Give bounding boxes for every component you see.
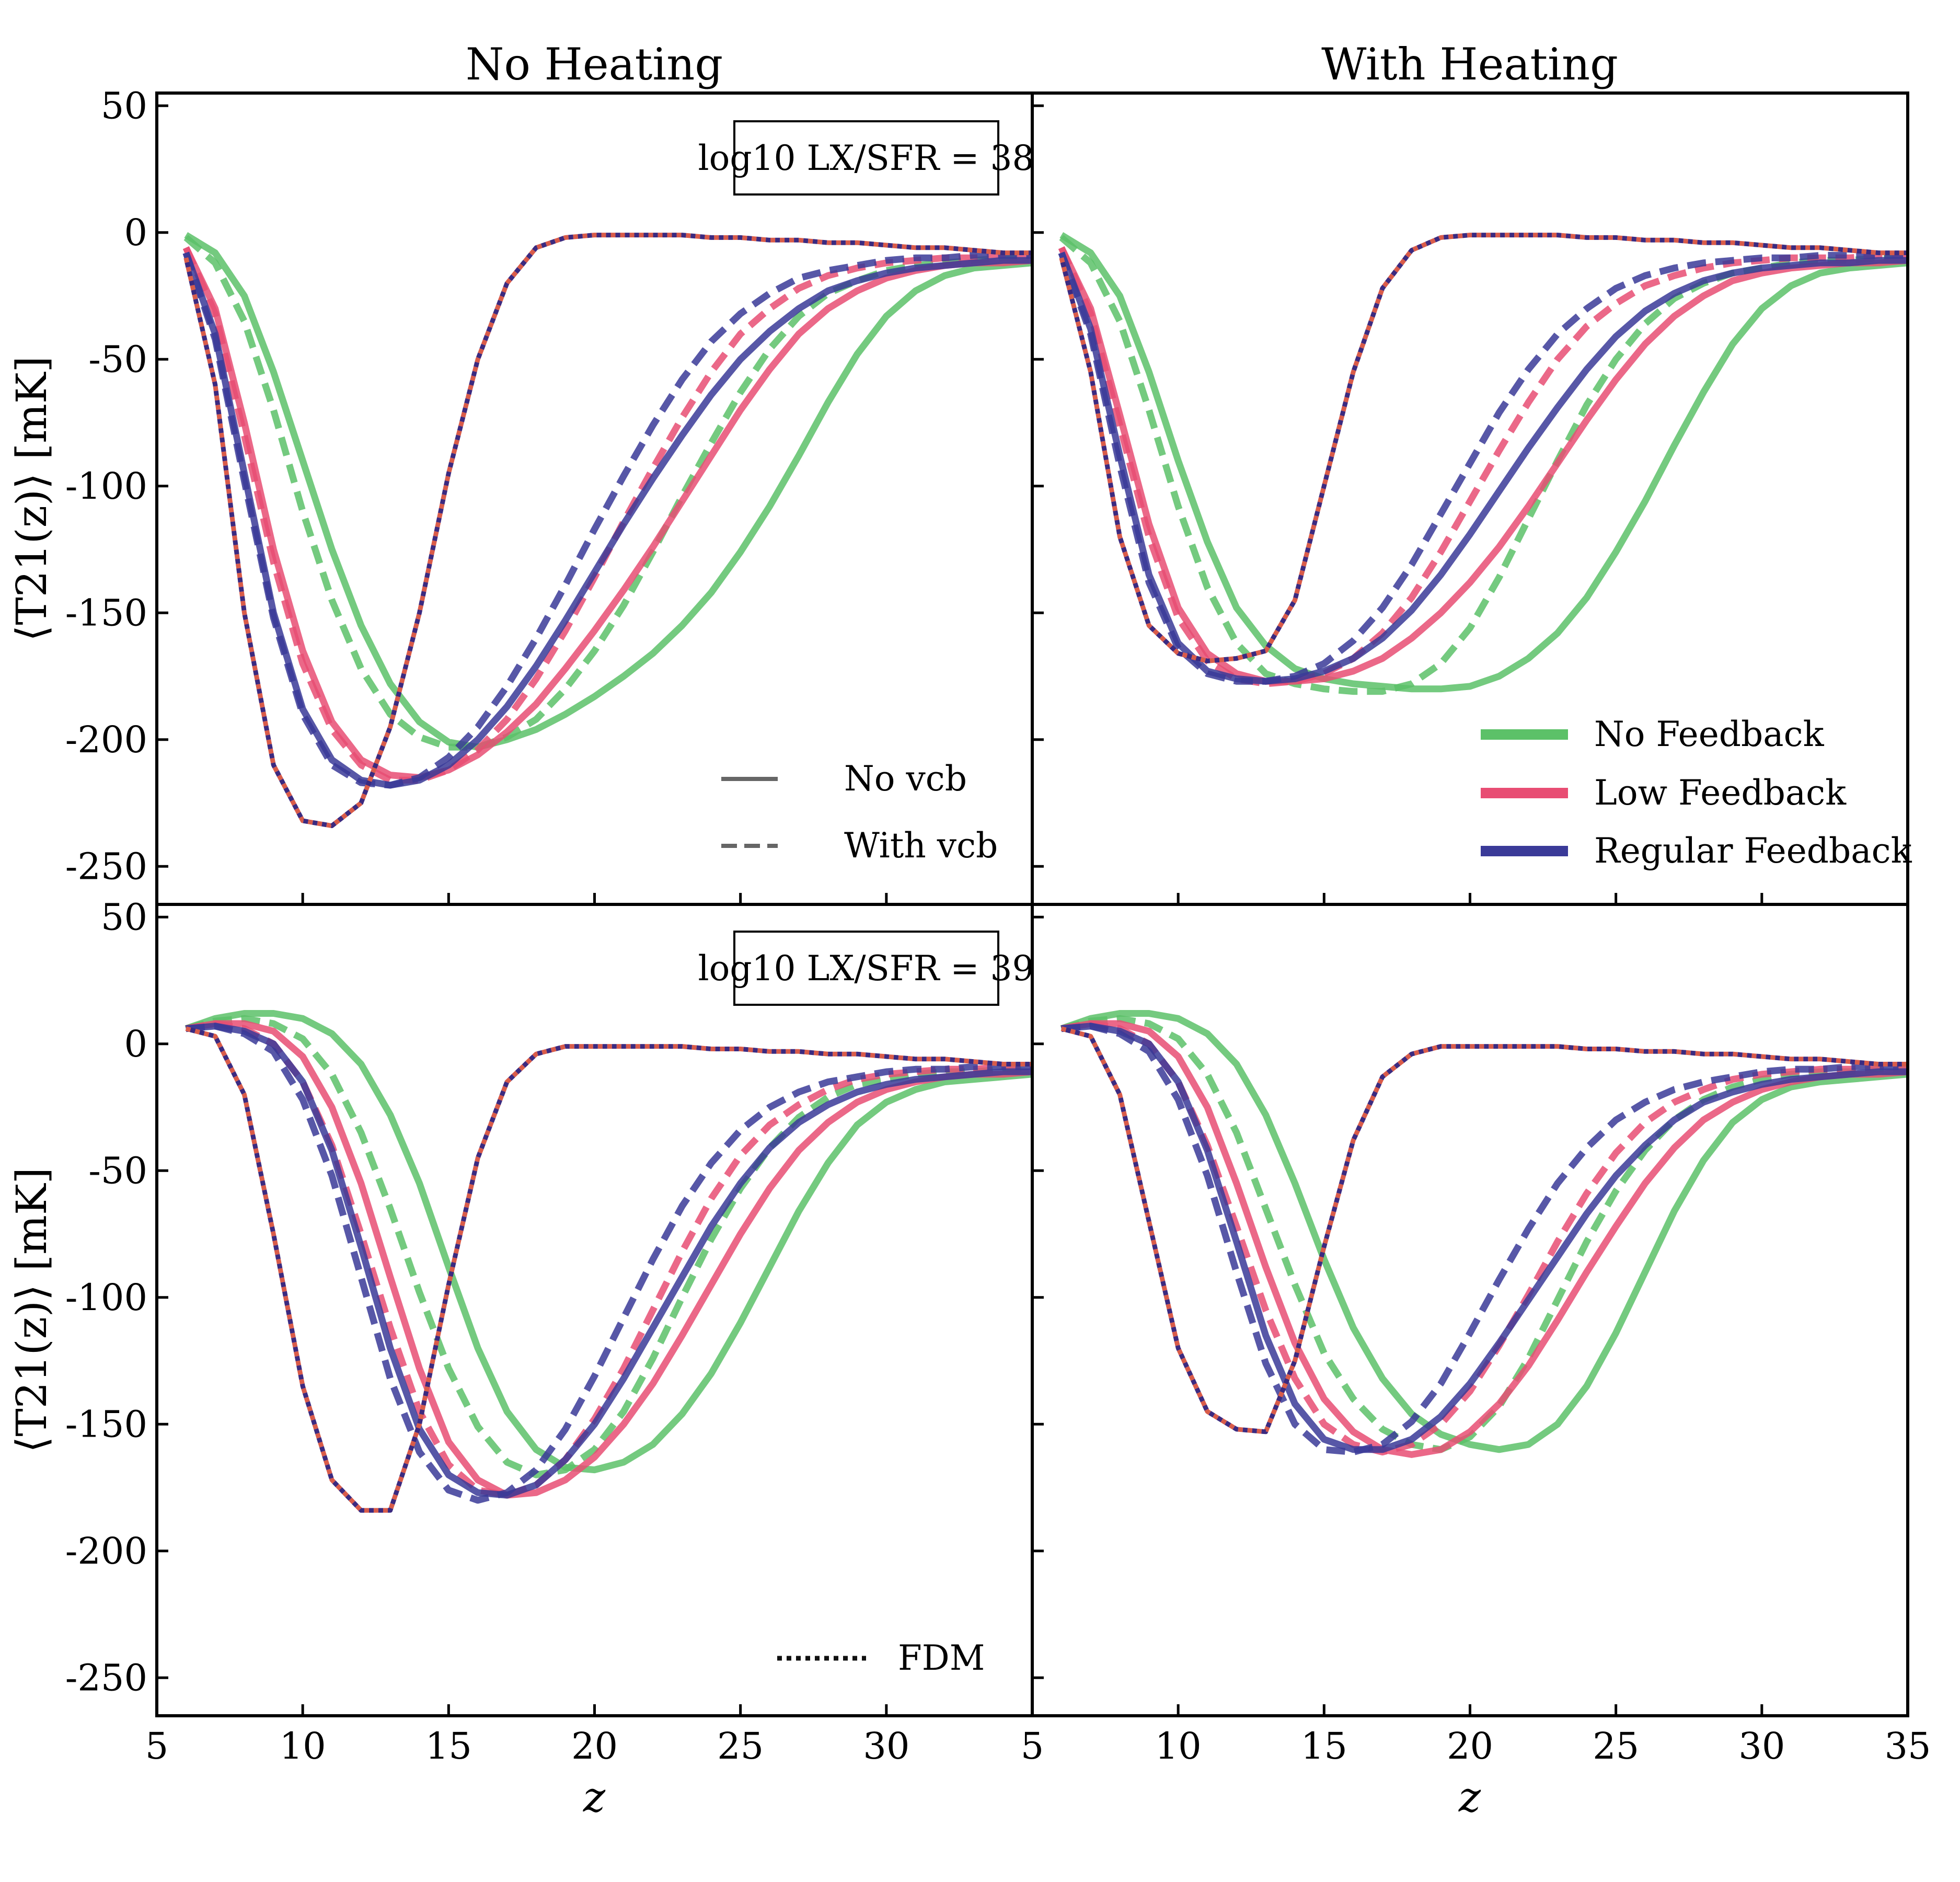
legend-feedback: No Feedback Low Feedback Regular Feedbac… xyxy=(1481,714,1912,871)
column-title-no-heating: No Heating xyxy=(466,39,723,90)
series-line-bottom-left-regular-feedback-no-vcb xyxy=(186,1023,1032,1499)
x-tick-label-bottom-right-0: 5 xyxy=(1021,1725,1044,1768)
x-tick-label-bottom-left-2: 15 xyxy=(425,1725,472,1768)
y-tick-label-top-left-4: -150 xyxy=(65,591,147,634)
y-tick-label-bottom-left-5: -200 xyxy=(65,1530,147,1573)
series-line-bottom-left-low-feedback-no-vcb xyxy=(185,1020,1032,1499)
series-line-bottom-right-no-feedback-no-vcb xyxy=(1060,1010,1908,1453)
x-axis-label-left: z xyxy=(583,1773,606,1821)
y-tick-label-bottom-left-6: -250 xyxy=(65,1656,147,1699)
legend-fdm-label: FDM xyxy=(898,1638,985,1678)
y-tick-label-top-left-3: -100 xyxy=(65,465,147,508)
x-tick-label-bottom-left-4: 25 xyxy=(717,1725,764,1768)
x-tick-label-bottom-right-5: 30 xyxy=(1738,1725,1785,1768)
legend-linestyle: No vcb With vcb xyxy=(721,759,998,866)
series-line-bottom-right-low-feedback-no-vcb xyxy=(1060,1020,1908,1458)
series-group-top-right xyxy=(1058,232,1908,695)
series-layer xyxy=(182,232,1908,1513)
legend-no-feedback-label: No Feedback xyxy=(1594,714,1825,754)
y-tick-label-top-left-2: -50 xyxy=(88,338,147,381)
x-tick-label-bottom-left-5: 30 xyxy=(863,1725,909,1768)
x-tick-label-bottom-left-1: 10 xyxy=(280,1725,326,1768)
annotation-top-text: log10 LX/SFR = 38 xyxy=(698,138,1034,178)
series-line-top-right-regular-feedback-with-vcb xyxy=(1058,251,1908,685)
legend-no-vcb-label: No vcb xyxy=(844,759,967,799)
ticks-layer: 50 0 -50 -100 -150 -200 -250 50 0 -50 -100 -150 -200… xyxy=(65,84,1931,1768)
y-tick-label-top-left-1: 0 xyxy=(124,211,147,254)
series-line-bottom-left-fdm-0 xyxy=(185,1026,1032,1513)
annotation-top-frame xyxy=(733,120,999,196)
y-tick-label-bottom-left-2: -50 xyxy=(88,1149,147,1192)
legend-fdm: FDM xyxy=(777,1638,985,1678)
y-tick-label-top-left-5: -200 xyxy=(65,718,147,761)
series-line-top-left-low-feedback-no-vcb xyxy=(182,246,1032,781)
series-line-top-right-low-feedback-with-vcb xyxy=(1058,246,1908,687)
series-line-top-left-fdm-1 xyxy=(183,233,1032,829)
x-tick-label-bottom-left-3: 20 xyxy=(571,1725,618,1768)
series-line-top-left-regular-feedback-no-vcb xyxy=(182,251,1032,789)
x-axis-label-right: z xyxy=(1458,1773,1481,1821)
series-line-bottom-right-regular-feedback-no-vcb xyxy=(1061,1023,1908,1453)
x-tick-label-bottom-left-0: 5 xyxy=(145,1725,169,1768)
y-tick-label-top-left-0: 50 xyxy=(101,84,147,127)
series-line-top-left-low-feedback-with-vcb xyxy=(182,246,1032,784)
series-line-bottom-left-no-feedback-with-vcb xyxy=(185,1015,1032,1478)
series-group-bottom-right xyxy=(1060,1010,1908,1458)
series-line-top-left-regular-feedback-with-vcb xyxy=(182,251,1032,789)
x-tick-label-bottom-right-3: 20 xyxy=(1447,1725,1493,1768)
series-group-top-left xyxy=(182,232,1032,829)
x-tick-label-bottom-right-4: 25 xyxy=(1593,1725,1639,1768)
y-tick-label-bottom-left-3: -100 xyxy=(65,1276,147,1319)
legend-regular-feedback-label: Regular Feedback xyxy=(1594,831,1912,871)
series-line-top-right-fdm-1 xyxy=(1059,233,1908,663)
series-line-top-right-fdm-0 xyxy=(1059,233,1908,663)
series-line-bottom-left-regular-feedback-with-vcb xyxy=(186,1023,1032,1504)
series-line-bottom-right-fdm-1 xyxy=(1060,1026,1908,1435)
x-tick-label-bottom-right-6: 35 xyxy=(1884,1725,1931,1768)
series-line-top-right-regular-feedback-no-vcb xyxy=(1058,251,1908,685)
series-line-top-left-fdm-0 xyxy=(183,233,1032,829)
legend-low-feedback-label: Low Feedback xyxy=(1594,773,1847,813)
column-title-with-heating: With Heating xyxy=(1321,39,1618,90)
series-line-bottom-right-regular-feedback-with-vcb xyxy=(1061,1023,1908,1456)
annotation-bottom-frame xyxy=(733,931,999,1006)
series-line-top-right-low-feedback-no-vcb xyxy=(1058,246,1908,685)
series-line-top-right-no-feedback-with-vcb xyxy=(1059,235,1908,695)
annotation-bottom-box: log10 LX/SFR = 39 xyxy=(698,931,1034,1006)
y-axis-label-top: ⟨T21(z)⟩ [mK] xyxy=(7,356,56,641)
series-group-bottom-left xyxy=(185,1010,1032,1513)
x-tick-label-bottom-right-2: 15 xyxy=(1301,1725,1347,1768)
x-tick-label-bottom-right-1: 10 xyxy=(1155,1725,1202,1768)
annotation-top-box: log10 LX/SFR = 38 xyxy=(698,120,1034,196)
y-tick-label-bottom-left-0: 50 xyxy=(101,896,147,938)
y-tick-label-top-left-6: -250 xyxy=(65,845,147,888)
y-tick-label-bottom-left-4: -150 xyxy=(65,1403,147,1445)
y-axis-label-bottom: ⟨T21(z)⟩ [mK] xyxy=(7,1167,56,1453)
y-tick-label-bottom-left-1: 0 xyxy=(124,1023,147,1065)
series-line-bottom-left-no-feedback-no-vcb xyxy=(185,1010,1032,1474)
legend-with-vcb-label: With vcb xyxy=(844,825,998,866)
series-line-top-left-no-feedback-no-vcb xyxy=(184,232,1032,751)
annotation-bottom-text: log10 LX/SFR = 39 xyxy=(698,948,1034,989)
series-line-top-right-no-feedback-no-vcb xyxy=(1059,232,1908,693)
panel-frame-bottom-right xyxy=(1031,903,1909,1717)
